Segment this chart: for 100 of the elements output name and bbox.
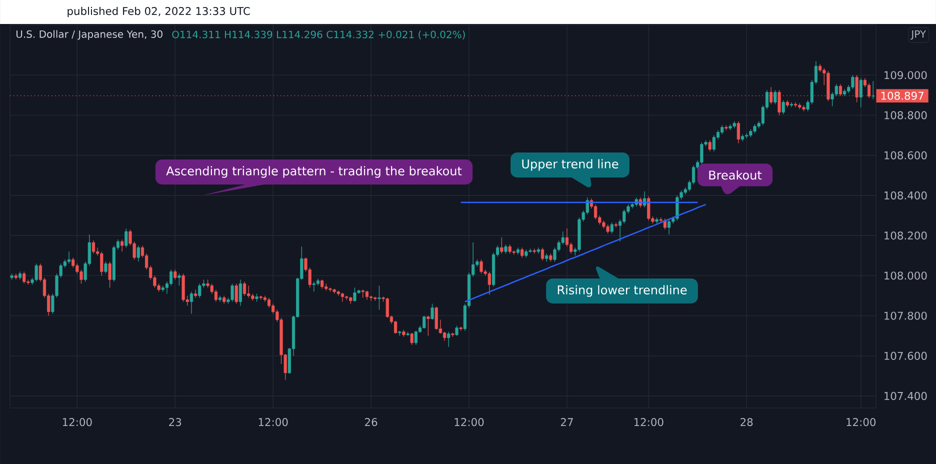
candlestick: [194, 289, 198, 298]
candlestick: [520, 247, 524, 258]
candlestick: [108, 261, 112, 288]
y-tick-label: 107.600: [884, 352, 927, 360]
candlestick: [834, 84, 838, 97]
y-tick-label: 108.000: [884, 272, 927, 280]
x-tick-label: 12:00: [258, 418, 288, 426]
candlestick: [622, 209, 626, 224]
candlestick: [434, 306, 438, 330]
text: JPY: [910, 30, 926, 40]
candlestick: [410, 332, 414, 346]
candlestick: [430, 303, 434, 320]
y-tick-label: 108.800: [884, 111, 927, 120]
candlestick: [242, 281, 246, 296]
x-tick-label: 26: [365, 418, 378, 426]
candlestick: [667, 219, 671, 235]
annotation: Upper trend line: [522, 159, 618, 171]
candlestick: [230, 283, 234, 302]
candlestick: [794, 102, 798, 108]
y-tick-label: 108.200: [884, 231, 927, 240]
candlestick: [610, 222, 614, 234]
candlestick: [500, 237, 504, 254]
candlestick: [782, 100, 785, 115]
x-tick-label: 12:00: [634, 418, 664, 426]
candlestick: [345, 295, 348, 300]
candlestick: [92, 240, 96, 254]
candlestick: [643, 191, 646, 208]
y-tick-label: 109.000: [884, 71, 927, 80]
candlestick: [365, 290, 369, 300]
candlestick: [859, 78, 862, 108]
candlestick: [72, 257, 75, 268]
candlestick: [136, 245, 140, 262]
annotation: Rising lower trendline: [558, 285, 687, 297]
text: U.S. Dollar / Japanese Yen, 30: [16, 30, 162, 40]
candlestick: [790, 102, 794, 108]
candlestick: [234, 283, 238, 304]
candlestick: [504, 244, 508, 254]
candlestick: [774, 90, 777, 105]
candlestick: [386, 297, 389, 318]
candlestick: [488, 271, 491, 296]
candlestick: [720, 124, 724, 135]
annotation: Ascending triangle pattern - trading the breakout: [166, 166, 462, 178]
candlestick: [34, 263, 38, 282]
candlestick: [120, 239, 124, 252]
candlestick: [512, 250, 516, 255]
candlestick: [480, 259, 483, 274]
ref-line-label: 108.897: [881, 92, 924, 100]
candlestick: [174, 269, 177, 280]
candlestick: [753, 124, 756, 134]
candlestick: [100, 251, 104, 276]
candlestick: [442, 331, 446, 342]
candlestick: [508, 244, 512, 254]
candlestick: [712, 134, 716, 152]
candlestick: [708, 140, 712, 152]
candlestick: [320, 279, 324, 290]
candlestick: [700, 142, 704, 165]
candlestick: [340, 292, 344, 302]
y-tick-label: 108.400: [884, 191, 927, 200]
candlestick: [178, 273, 181, 286]
candlestick: [370, 295, 373, 302]
candlestick: [872, 80, 875, 100]
candlestick: [606, 224, 610, 234]
candlestick: [851, 74, 854, 90]
text: O114.311 H114.339 L114.296 C114.332 +0.021 (+0.02%): [172, 30, 465, 40]
candlestick: [247, 285, 250, 298]
candlestick: [198, 283, 202, 298]
candlestick: [447, 331, 450, 348]
candlestick: [378, 285, 381, 310]
candlestick: [394, 320, 398, 334]
candlestick: [736, 120, 740, 144]
x-tick-label: 28: [740, 418, 753, 426]
y-tick-label: 107.400: [884, 392, 927, 400]
candlestick: [238, 279, 242, 306]
y-tick-label: 108.600: [884, 151, 927, 160]
x-tick-label: 12:00: [62, 418, 92, 426]
annotation: Breakout: [709, 170, 762, 180]
y-tick-label: 107.800: [884, 312, 927, 320]
candlestick: [455, 325, 458, 336]
candlestick: [170, 269, 173, 286]
candlestick: [312, 281, 316, 292]
x-tick-label: 12:00: [846, 418, 876, 426]
candlestick: [614, 222, 618, 228]
x-tick-label: 27: [560, 418, 573, 426]
candlestick: [190, 291, 193, 314]
candlestick: [124, 228, 128, 248]
x-tick-label: 12:00: [454, 418, 484, 426]
candlestick: [104, 261, 108, 274]
x-tick-label: 23: [169, 418, 182, 426]
candlestick: [647, 196, 650, 221]
candlestick: [422, 315, 426, 330]
candlestick: [267, 297, 271, 308]
text: published Feb 02, 2022 13:33 UTC: [68, 6, 250, 18]
candlestick: [353, 287, 356, 302]
candlestick: [540, 247, 544, 261]
candlestick: [80, 269, 83, 284]
candlestick: [594, 204, 598, 220]
candlestick: [426, 315, 430, 336]
candlestick: [67, 251, 71, 264]
candlestick: [414, 330, 418, 346]
candlestick: [22, 271, 26, 284]
